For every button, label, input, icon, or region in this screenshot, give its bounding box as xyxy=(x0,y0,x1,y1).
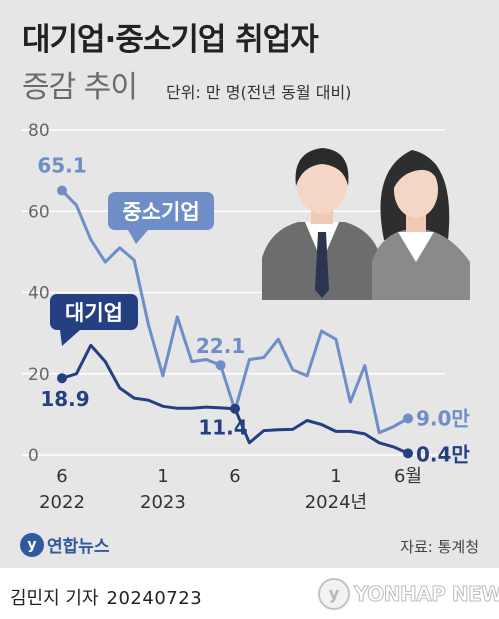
woman-body-icon xyxy=(372,230,470,300)
data-point xyxy=(403,448,413,459)
series-callout-tail xyxy=(60,330,80,346)
data-label: 11.4 xyxy=(198,416,247,440)
series-callout-box xyxy=(50,294,138,330)
series-points xyxy=(57,185,413,459)
y-axis-ticks: 0 20 40 60 80 xyxy=(28,121,50,466)
publish-date: 20240723 xyxy=(106,588,203,609)
watermark-logo-icon: y xyxy=(318,578,350,610)
y-tick-label: 20 xyxy=(28,365,50,385)
data-label: 65.1 xyxy=(37,154,86,178)
y-tick-label: 80 xyxy=(28,121,50,141)
data-point xyxy=(57,373,67,384)
y-tick-label: 0 xyxy=(28,446,39,466)
x-year-label: 2022 xyxy=(39,492,85,513)
man-tie-icon xyxy=(315,232,329,298)
x-year-label: 2023 xyxy=(140,492,186,513)
x-year-label: 2024년 xyxy=(305,492,367,513)
yonhap-logo-icon: y xyxy=(20,532,44,557)
y-tick-label: 60 xyxy=(28,202,50,222)
woman-hair-front-icon xyxy=(392,156,443,192)
data-label: 9.0만 xyxy=(416,406,470,430)
data-point xyxy=(230,403,240,414)
unit-note: 단위: 만 명(전년 동월 대비) xyxy=(166,83,352,102)
data-label: 22.1 xyxy=(196,334,245,358)
x-tick-label: 6 xyxy=(56,466,67,487)
yonhap-logo: y 연합뉴스 xyxy=(20,532,110,557)
data-label: 0.4만 xyxy=(416,442,470,466)
line-chart: 0 20 40 60 80 65.1 22.1 9.0만 18.9 11.4 0.4만 중소기업대… xyxy=(22,121,470,513)
credit-line: 김민지 기자 20240723 xyxy=(10,584,202,610)
woman-shirt-icon xyxy=(398,232,434,262)
watermark-text: YONHAP NEWS xyxy=(354,582,499,607)
man-face-icon xyxy=(297,154,347,214)
series-name-label: 중소기업 xyxy=(122,200,199,224)
series-name-label: 대기업 xyxy=(65,301,123,325)
yonhap-logo-text: 연합뉴스 xyxy=(47,537,110,557)
data-point xyxy=(57,185,67,196)
office-workers-illustration xyxy=(262,148,470,300)
data-label: 18.9 xyxy=(40,387,89,411)
data-point xyxy=(215,360,226,371)
chart-subtitle: 증감 추이 xyxy=(22,70,138,105)
source-note: 자료: 통계청 xyxy=(400,538,479,556)
y-tick-label: 40 xyxy=(28,284,50,304)
x-tick-label: 6월 xyxy=(394,466,422,487)
series-callout-box xyxy=(108,192,214,230)
series-callout-tail xyxy=(128,230,148,244)
author: 김민지 기자 xyxy=(10,588,99,609)
watermark: y YONHAP NEWS xyxy=(318,578,499,610)
x-axis-ticks: 6 2022 1 2023 6 1 2024년 6월 xyxy=(39,466,422,513)
x-tick-label: 1 xyxy=(157,466,168,487)
woman-face-icon xyxy=(394,162,438,218)
data-labels: 65.1 22.1 9.0만 18.9 11.4 0.4만 xyxy=(37,154,470,467)
x-tick-label: 1 xyxy=(330,466,341,487)
data-point xyxy=(403,413,413,424)
chart-title: 대기업·중소기업 취업자 xyxy=(22,22,319,58)
x-tick-label: 6 xyxy=(229,466,240,487)
man-hair-icon xyxy=(295,148,349,186)
